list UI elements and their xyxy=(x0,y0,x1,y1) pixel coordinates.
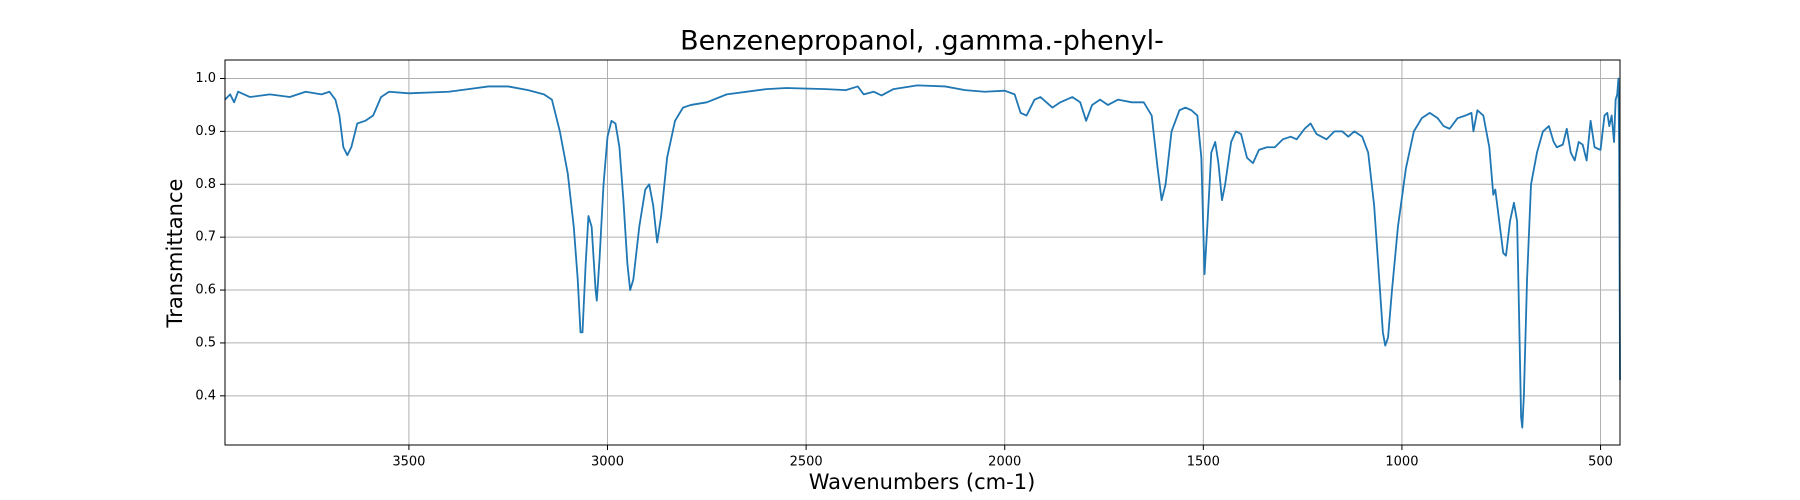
y-tick-label: 0.5 xyxy=(195,335,216,350)
y-tick-label: 1.0 xyxy=(195,71,216,86)
y-tick-label: 0.6 xyxy=(195,283,216,298)
y-tick-label: 0.9 xyxy=(195,124,216,139)
x-tick-label: 3500 xyxy=(392,455,425,470)
y-tick-label: 0.8 xyxy=(195,177,216,192)
y-axis-label: Transmittance xyxy=(163,179,187,329)
chart-title: Benzenepropanol, .gamma.-phenyl- xyxy=(680,26,1164,57)
x-tick-label: 2500 xyxy=(790,455,823,470)
grid xyxy=(225,60,1620,445)
axes-frame xyxy=(224,59,1621,446)
x-tick-label: 3000 xyxy=(591,455,624,470)
x-axis-label: Wavenumbers (cm-1) xyxy=(809,470,1036,494)
spectrum-line xyxy=(224,77,1621,429)
y-tick-label: 0.7 xyxy=(195,230,216,245)
x-tick-label: 1500 xyxy=(1187,455,1220,470)
y-tick-label: 0.4 xyxy=(195,388,216,403)
x-tick-label: 1000 xyxy=(1385,455,1418,470)
x-tick-label: 2000 xyxy=(988,455,1021,470)
x-tick-label: 500 xyxy=(1588,455,1613,470)
plot-area xyxy=(224,77,1621,429)
